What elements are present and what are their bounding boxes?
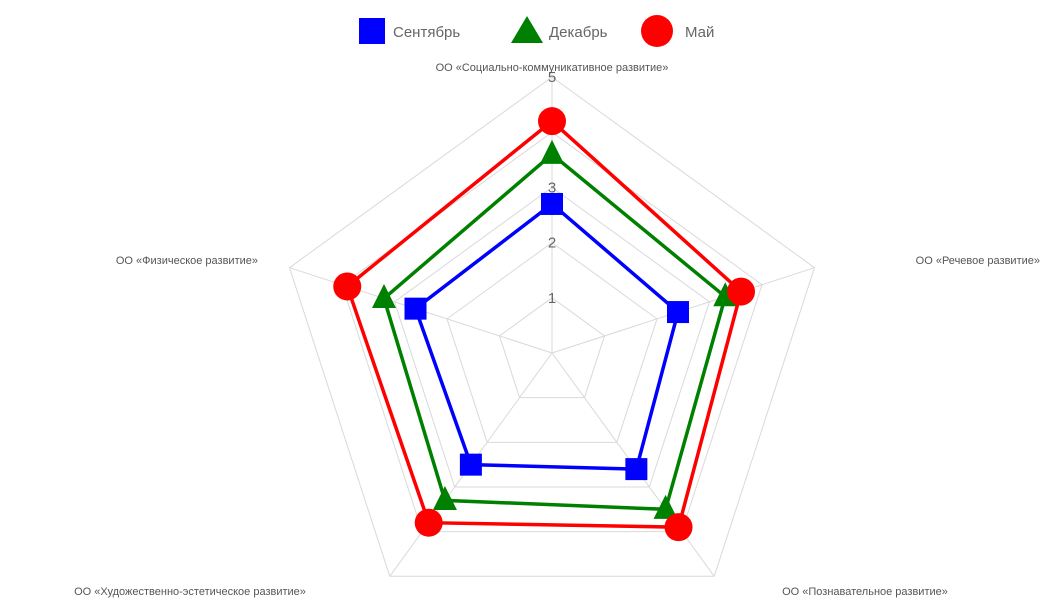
legend-label-1: Сентябрь [393,24,460,41]
series-2-point-4 [432,485,457,510]
grid-ring-2 [446,241,658,443]
series-line-1 [413,201,680,471]
series-1-point-3 [625,458,648,481]
legend-marker-2 [511,16,543,43]
legend-item-2[interactable]: Декабрь [511,16,608,43]
legend: Сентябрь Декабрь Май [359,15,714,47]
axis-label-layer: ОО «Социально-коммуникативное развитие» О… [74,62,1040,598]
series-2 [372,139,738,519]
axis-label-5: ОО «Физическое развитие» [116,255,258,267]
series-1 [404,192,689,481]
tick-label-2: 2 [548,235,556,252]
grid-ring-4 [341,131,763,533]
legend-item-1[interactable]: Сентябрь [359,18,460,44]
series-2-point-5 [372,284,397,309]
tick-label-1: 1 [548,290,556,307]
series-3-point-2 [726,277,755,306]
series-1-point-5 [404,297,427,320]
tick-label-5: 5 [548,69,556,86]
series-1-point-2 [666,301,689,324]
series-3-point-1 [538,107,566,136]
grid-ring-3 [393,186,711,488]
series-3 [333,107,755,542]
series-3-point-3 [664,513,693,542]
legend-marker-1 [359,18,385,44]
axis-label-4: ОО «Художественно-эстетическое развитие» [74,586,306,598]
series-2-point-1 [540,139,564,164]
axis-label-3: ОО «Познавательное развитие» [782,586,948,598]
legend-label-2: Декабрь [549,24,608,41]
series-1-point-4 [459,453,482,476]
legend-marker-3 [641,15,673,47]
tick-layer: 1 2 3 5 [548,69,556,307]
grid-ring-1 [498,297,606,399]
series-layer [333,107,755,542]
axis-label-1: ОО «Социально-коммуникативное развитие» [436,62,669,74]
series-3-point-5 [333,272,362,301]
series-line-2 [382,151,728,512]
series-1-point-1 [541,192,563,215]
series-line-3 [345,118,743,529]
legend-label-3: Май [685,24,714,41]
grid-ring-5 [288,76,816,577]
series-2-point-3 [653,494,678,519]
series-3-point-4 [414,508,443,537]
legend-item-3[interactable]: Май [641,15,714,47]
tick-label-3: 3 [548,179,556,196]
axis-label-2: ОО «Речевое развитие» [916,255,1040,267]
